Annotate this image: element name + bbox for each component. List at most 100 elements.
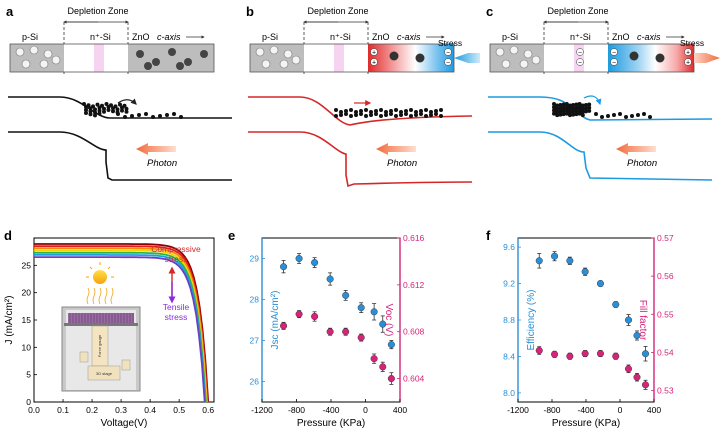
electron (636, 113, 640, 117)
panel-d: d 0.0 0.1 0.2 0.3 0.4 0.5 0.6 0 5 10 15 20 25 J (mA/… (4, 228, 215, 429)
electron (577, 108, 582, 113)
charge-sign: + (372, 50, 376, 57)
stress-label: Stress (680, 38, 704, 48)
electron (561, 105, 566, 110)
electron (349, 108, 353, 112)
zno-atom (655, 53, 665, 63)
zno-atom (200, 50, 208, 58)
electron (409, 108, 413, 112)
x-tick-label: 0 (618, 405, 623, 415)
panel-e: e -1200 -800 -400 0 400 26 27 28 29 0.604 0.608 0.6… (228, 228, 425, 429)
electron (120, 108, 124, 113)
hole (279, 59, 289, 69)
electron (97, 105, 102, 110)
electron (574, 102, 579, 107)
electron (359, 112, 363, 116)
data-point (280, 322, 288, 330)
electron (587, 108, 592, 113)
photon-label: Photon (627, 158, 657, 169)
y-tick-label-left: 8.0 (503, 388, 515, 398)
axis-label-y-left: Jsc (mA/cm²) (270, 291, 281, 350)
stage-knob-right (121, 359, 131, 371)
zno-label: ZnO (612, 32, 630, 42)
electron (84, 111, 88, 115)
n-si-label: n⁺-Si (330, 32, 351, 42)
electron (574, 105, 579, 110)
electron (93, 107, 97, 112)
y-tick-label-right: 0.616 (403, 233, 425, 243)
charge-sign: − (446, 50, 450, 57)
charge-left (370, 58, 378, 66)
3d-stage (87, 365, 121, 381)
electron (568, 103, 572, 108)
electron (419, 112, 423, 116)
panel-letter-e: e (228, 228, 235, 243)
hole (501, 59, 511, 69)
zno-label: ZnO (132, 32, 150, 42)
zno-atom (389, 51, 399, 61)
charge-sign: + (686, 50, 690, 57)
electron (97, 108, 102, 113)
electron (384, 110, 388, 114)
electron (379, 108, 383, 112)
data-point (357, 334, 365, 342)
3d-stage-label: 3D stage (96, 371, 113, 376)
panel-c: c Depletion Zone p-Si n⁺-Si ZnO c-axis − + − + − − S… (486, 4, 720, 181)
c-axis-label: c-axis (637, 32, 661, 42)
electron (334, 108, 338, 112)
data-point (551, 252, 559, 260)
jv-curve (34, 254, 207, 403)
tensile-label-2: stress (165, 312, 188, 322)
data-point (581, 268, 589, 276)
y-tick-label-left: 8.8 (503, 315, 515, 325)
y-tick-label-d: 10 (22, 342, 32, 352)
hole (43, 49, 53, 59)
axis-label-x-f: Pressure (KPa) (552, 418, 620, 429)
electron (404, 112, 408, 116)
y-tick-label-left: 9.2 (503, 279, 515, 289)
data-point (379, 320, 387, 328)
electron (97, 111, 102, 116)
electron (564, 111, 569, 116)
panel-letter-c: c (486, 4, 493, 19)
photon-arrow (136, 143, 176, 155)
electron (389, 109, 393, 113)
photon-arrow (616, 143, 656, 155)
compressive-label-2: stress (165, 254, 188, 264)
axis-label-y-left: Efficiency (%) (526, 290, 537, 351)
electron (111, 109, 115, 114)
electron (580, 106, 585, 111)
charge-sign: − (446, 60, 450, 67)
hole (283, 49, 293, 59)
hole (523, 49, 533, 59)
device-outline (9, 43, 215, 73)
n-si-label: n⁺-Si (90, 32, 111, 42)
x-tick-label: -1200 (507, 405, 529, 415)
electron (561, 102, 566, 107)
n-si-region (574, 44, 584, 72)
charge-right (444, 58, 452, 66)
data-point (596, 350, 604, 358)
data-point (596, 280, 604, 288)
electron (568, 106, 572, 111)
data-point (295, 310, 303, 318)
hole (21, 59, 31, 69)
electron (564, 108, 569, 113)
electron (555, 103, 560, 108)
charge-left (610, 58, 618, 66)
data-point (625, 365, 633, 373)
electron (606, 114, 610, 118)
jv-curve (34, 245, 209, 403)
electron (111, 106, 115, 111)
electron (106, 108, 111, 112)
jv-curve (34, 251, 207, 403)
charge-nsi (576, 58, 584, 66)
hole (531, 55, 541, 65)
electron (568, 113, 572, 118)
data-point (633, 373, 641, 381)
electron (555, 109, 560, 114)
electron (364, 114, 368, 118)
data-point (551, 350, 559, 358)
electron (558, 109, 563, 114)
hole (15, 47, 25, 57)
